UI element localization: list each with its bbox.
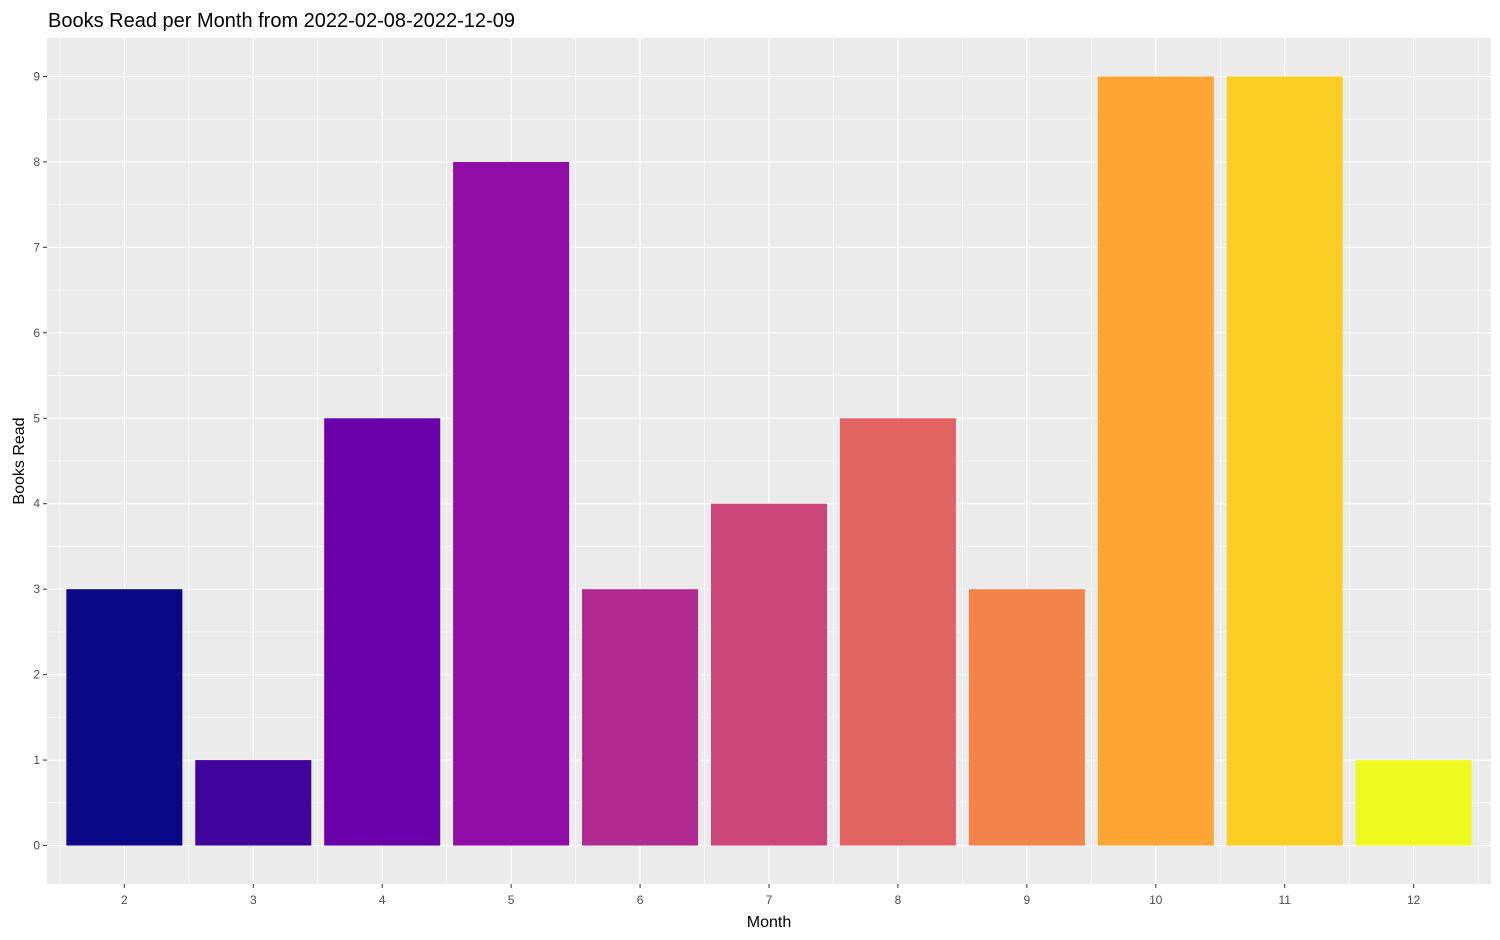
y-tick-label: 6	[33, 326, 40, 340]
x-axis-title: Month	[747, 914, 791, 931]
y-tick-label: 5	[33, 411, 40, 425]
x-tick-label: 5	[508, 893, 515, 907]
bar-month-12	[1355, 760, 1472, 846]
y-tick-label: 7	[33, 240, 40, 254]
x-tick-label: 4	[379, 893, 386, 907]
x-tick-label: 8	[895, 893, 902, 907]
x-tick-label: 9	[1024, 893, 1031, 907]
bar-month-8	[839, 418, 956, 846]
bars	[66, 76, 1472, 846]
y-tick-label: 8	[33, 155, 40, 169]
x-tick-label: 6	[637, 893, 644, 907]
bar-month-9	[968, 589, 1085, 846]
bar-month-3	[195, 760, 312, 846]
x-tick-label: 12	[1407, 893, 1421, 907]
y-tick-label: 3	[33, 582, 40, 596]
x-tick-label: 3	[250, 893, 257, 907]
y-tick-label: 0	[33, 839, 40, 853]
bar-month-10	[1097, 76, 1214, 846]
bar-month-6	[582, 589, 699, 846]
y-tick-label: 2	[33, 668, 40, 682]
bar-month-7	[710, 503, 828, 846]
bar-month-5	[453, 161, 570, 846]
y-axis-title: Books Read	[11, 417, 28, 504]
bar-month-2	[66, 589, 183, 846]
x-tick-label: 2	[121, 893, 128, 907]
y-tick-label: 1	[33, 753, 40, 767]
x-axis-ticks: 2 3 4 5 6 7 8 9 10 11 12	[121, 884, 1421, 907]
x-tick-label: 10	[1149, 893, 1163, 907]
y-tick-label: 4	[33, 497, 40, 511]
bar-month-4	[324, 418, 441, 846]
bar-month-11	[1226, 76, 1343, 846]
x-tick-label: 7	[766, 893, 773, 907]
x-tick-label: 11	[1278, 893, 1291, 907]
y-tick-label: 9	[33, 69, 40, 83]
chart-title: Books Read per Month from 2022-02-08-202…	[48, 10, 515, 32]
y-axis-ticks: 0 1 2 3 4 5 6 7 8 9	[33, 69, 47, 853]
